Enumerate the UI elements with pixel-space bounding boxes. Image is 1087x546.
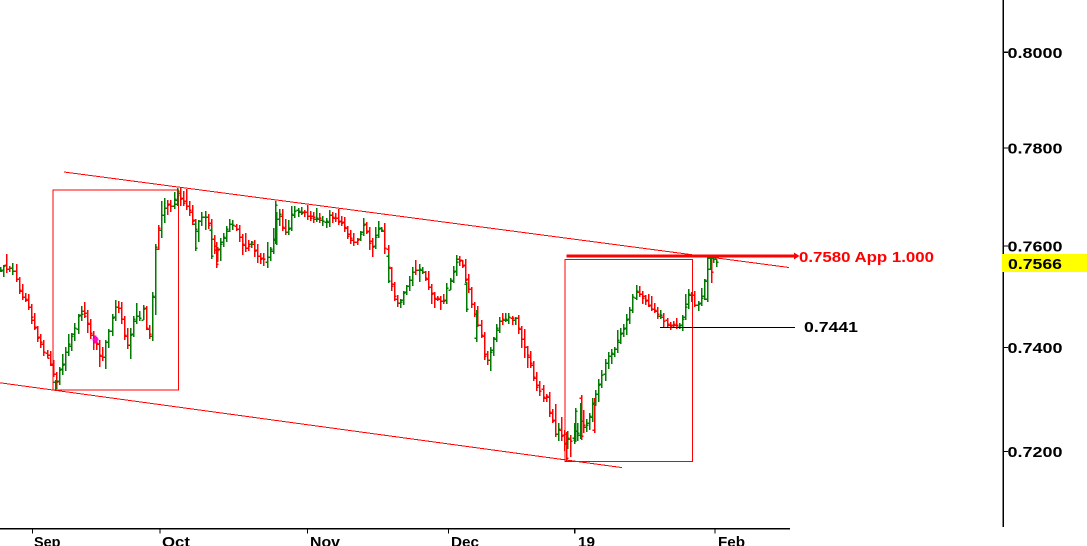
svg-text:19: 19 — [578, 534, 595, 546]
svg-text:0.7400: 0.7400 — [1008, 340, 1063, 357]
svg-text:0.7566: 0.7566 — [1008, 256, 1062, 273]
svg-text:0.7580 App 1.000: 0.7580 App 1.000 — [799, 249, 934, 266]
svg-text:Dec: Dec — [451, 534, 479, 546]
svg-text:0.7800: 0.7800 — [1008, 141, 1063, 158]
svg-text:0.7200: 0.7200 — [1008, 444, 1063, 461]
svg-text:Nov: Nov — [310, 534, 341, 546]
svg-text:0.8000: 0.8000 — [1008, 45, 1063, 62]
svg-text:Sep: Sep — [34, 534, 61, 546]
svg-text:0.7600: 0.7600 — [1008, 239, 1063, 256]
svg-text:Oct: Oct — [162, 534, 190, 546]
svg-text:0.7441: 0.7441 — [804, 319, 858, 336]
svg-text:Feb: Feb — [718, 534, 745, 546]
